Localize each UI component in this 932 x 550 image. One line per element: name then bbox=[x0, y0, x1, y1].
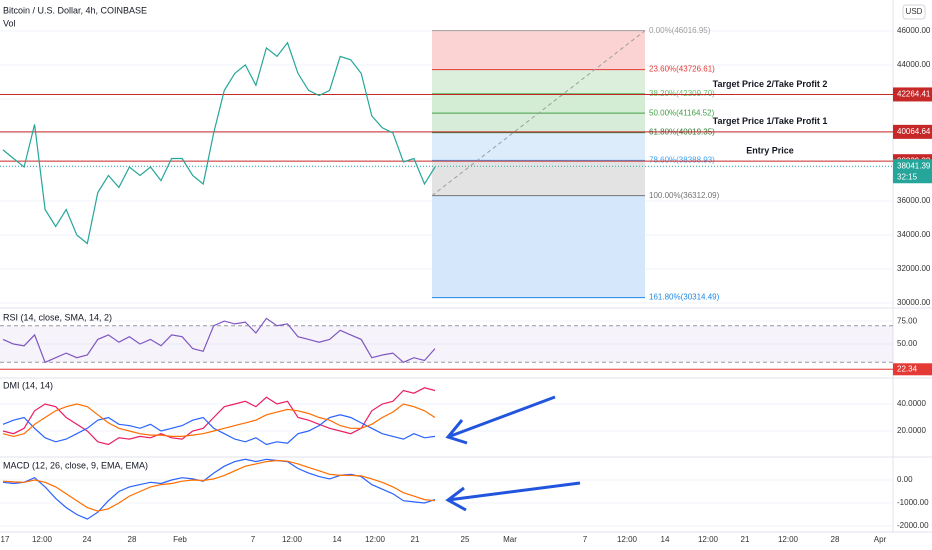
fib-label: 50.00%(41164.52) bbox=[649, 108, 715, 117]
symbol-title: Bitcoin / U.S. Dollar, 4h, COINBASE bbox=[3, 5, 147, 15]
series-line bbox=[2, 458, 436, 520]
x-tick-label: 14 bbox=[661, 535, 670, 544]
price-note: Target Price 2/Take Profit 2 bbox=[713, 79, 828, 89]
series-line bbox=[2, 387, 436, 446]
fib-label: 38.20%(42309.70) bbox=[649, 89, 715, 98]
currency-button[interactable] bbox=[902, 4, 926, 20]
series-line bbox=[2, 403, 436, 438]
x-tick-label: 12:00 bbox=[617, 535, 638, 544]
fib-zone bbox=[432, 160, 645, 196]
x-tick-label: Feb bbox=[173, 535, 187, 544]
countdown-label: 32:15 bbox=[897, 172, 918, 181]
pane-title: RSI (14, close, SMA, 14, 2) bbox=[3, 312, 112, 322]
y-tick-label: 46000.00 bbox=[897, 26, 931, 35]
price-note: Target Price 1/Take Profit 1 bbox=[713, 116, 828, 126]
fib-zone bbox=[432, 195, 645, 298]
fib-zone bbox=[432, 113, 645, 133]
x-tick-label: 12:00 bbox=[778, 535, 799, 544]
fib-label: 0.00%(46016.95) bbox=[649, 26, 711, 35]
x-tick-label: 12:00 bbox=[698, 535, 719, 544]
x-tick-label: 12:00 bbox=[282, 535, 303, 544]
pane-title: MACD (12, 26, close, 9, EMA, EMA) bbox=[3, 460, 148, 470]
x-tick-label: 24 bbox=[83, 535, 92, 544]
x-tick-label: 21 bbox=[741, 535, 750, 544]
x-tick-label: 28 bbox=[831, 535, 840, 544]
fib-zone bbox=[432, 30, 645, 70]
price-note: Entry Price bbox=[746, 146, 794, 156]
fib-zone bbox=[432, 132, 645, 161]
y-tick-label: -2000.00 bbox=[897, 521, 929, 530]
arrow bbox=[445, 395, 581, 512]
series-line bbox=[2, 414, 436, 446]
price-tag bbox=[893, 87, 932, 102]
y-tick-label: 50.00 bbox=[897, 339, 918, 348]
fib-label: 78.60%(38388.93) bbox=[649, 155, 715, 164]
volume-label: Vol bbox=[3, 18, 16, 28]
fib-zone bbox=[432, 69, 645, 94]
rsi-band bbox=[0, 325, 893, 363]
x-tick-label: Mar bbox=[503, 535, 517, 544]
level-tag bbox=[893, 363, 932, 376]
y-tick-label: 30000.00 bbox=[897, 298, 931, 307]
current-price-label: 38041.39 bbox=[897, 161, 931, 170]
x-tick-label: 7 bbox=[251, 535, 256, 544]
fib-label: 23.60%(43726.61) bbox=[649, 65, 715, 74]
fib-label: 161.80%(30314.49) bbox=[649, 293, 720, 302]
y-tick-label: 34000.00 bbox=[897, 230, 931, 239]
y-tick-label: 44000.00 bbox=[897, 60, 931, 69]
series-line bbox=[2, 317, 436, 364]
x-tick-label: 28 bbox=[128, 535, 137, 544]
x-tick-label: 25 bbox=[461, 535, 470, 544]
y-tick-label: 40.0000 bbox=[897, 399, 926, 408]
x-tick-label: 17 bbox=[1, 535, 10, 544]
x-tick-label: 21 bbox=[411, 535, 420, 544]
y-tick-label: 32000.00 bbox=[897, 264, 931, 273]
y-tick-label: -1000.00 bbox=[897, 498, 929, 507]
fib-trend bbox=[431, 30, 646, 197]
level-label: 22.34 bbox=[897, 364, 918, 373]
y-tick-label: 0.00 bbox=[897, 475, 913, 484]
x-tick-label: 12:00 bbox=[365, 535, 386, 544]
series-line bbox=[2, 41, 436, 245]
price-tag bbox=[893, 124, 932, 139]
currency-label[interactable]: USD bbox=[906, 7, 923, 16]
fib-zone bbox=[432, 93, 645, 114]
price-tag-label: 42264.41 bbox=[897, 90, 931, 99]
x-tick-label: Apr bbox=[874, 535, 887, 544]
y-tick-label: 75.00 bbox=[897, 316, 918, 325]
series-line bbox=[2, 459, 436, 512]
layer: 30000.0032000.0034000.0036000.0038000.00… bbox=[0, 26, 932, 544]
fib-label: 100.00%(36312.09) bbox=[649, 191, 720, 200]
x-tick-label: 7 bbox=[583, 535, 588, 544]
y-tick-label: 36000.00 bbox=[897, 196, 931, 205]
x-tick-label: 12:00 bbox=[32, 535, 53, 544]
current-price-tag bbox=[893, 159, 932, 184]
x-tick-label: 14 bbox=[333, 535, 342, 544]
price-tag-label: 40064.64 bbox=[897, 127, 931, 136]
y-tick-label: 20.0000 bbox=[897, 426, 926, 435]
pane-title: DMI (14, 14) bbox=[3, 380, 53, 390]
